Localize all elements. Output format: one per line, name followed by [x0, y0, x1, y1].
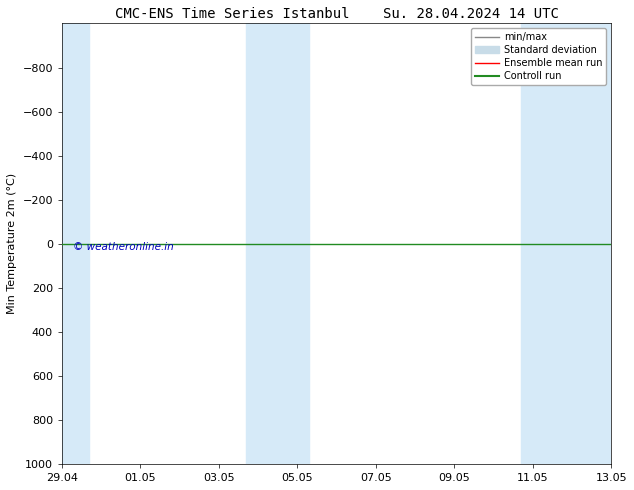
Bar	[58, 24, 89, 464]
Y-axis label: Min Temperature 2m (°C): Min Temperature 2m (°C)	[7, 173, 17, 314]
Bar	[521, 24, 615, 464]
Bar	[247, 24, 309, 464]
Legend: min/max, Standard deviation, Ensemble mean run, Controll run: min/max, Standard deviation, Ensemble me…	[471, 28, 606, 85]
Text: © weatheronline.in: © weatheronline.in	[73, 242, 174, 251]
Title: CMC-ENS Time Series Istanbul    Su. 28.04.2024 14 UTC: CMC-ENS Time Series Istanbul Su. 28.04.2…	[115, 7, 559, 21]
